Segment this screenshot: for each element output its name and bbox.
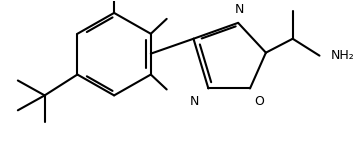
Text: NH₂: NH₂ [330,49,354,62]
Text: N: N [235,4,244,16]
Text: N: N [189,95,199,108]
Text: O: O [254,95,264,108]
